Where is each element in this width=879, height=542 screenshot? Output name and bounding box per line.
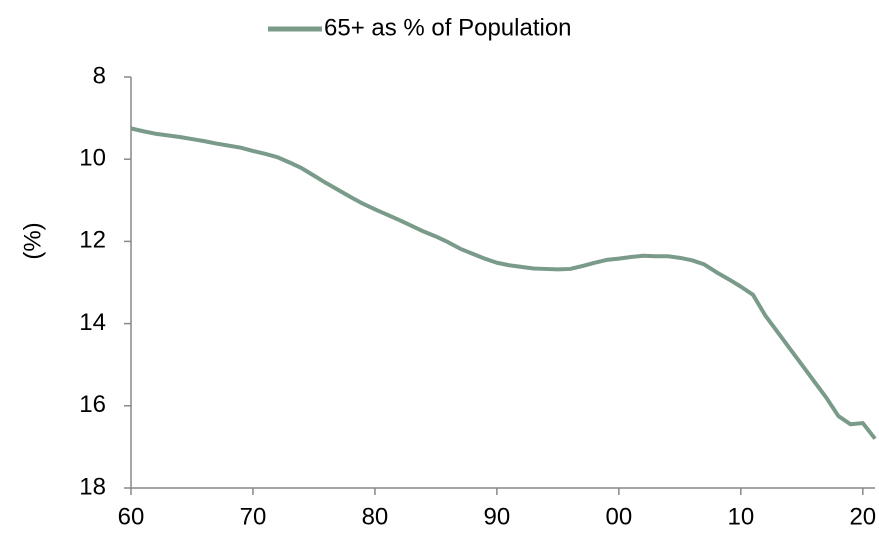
x-tick-label: 10 xyxy=(727,503,754,530)
legend-label: 65+ as % of Population xyxy=(324,14,572,41)
line-series xyxy=(130,126,877,440)
x-tick-label: 80 xyxy=(362,503,389,530)
y-tick-label: 18 xyxy=(79,473,106,500)
y-tick-label: 12 xyxy=(79,227,106,254)
x-tick-label: 60 xyxy=(118,503,145,530)
y-tick-label: 16 xyxy=(79,391,106,418)
y-tick-label: 10 xyxy=(79,145,106,172)
x-tick-label: 70 xyxy=(240,503,267,530)
x-tick-label: 20 xyxy=(849,503,876,530)
x-tick-label: 90 xyxy=(484,503,511,530)
y-tick-label: 8 xyxy=(93,62,106,89)
y-tick-label: 14 xyxy=(79,309,106,336)
x-tick-label: 00 xyxy=(606,503,633,530)
y-axis-label: (%) xyxy=(19,222,46,259)
